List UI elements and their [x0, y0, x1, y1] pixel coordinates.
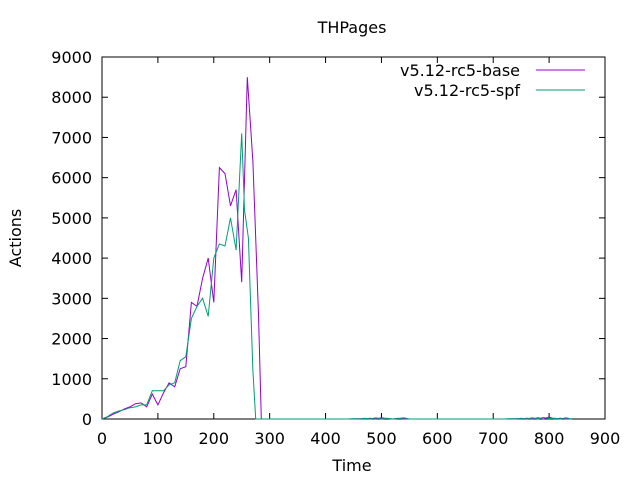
- x-tick-label: 0: [97, 429, 107, 448]
- y-tick-label: 0: [82, 410, 92, 429]
- x-tick-label: 900: [590, 429, 621, 448]
- x-tick-label: 700: [478, 429, 509, 448]
- legend-label: v5.12-rc5-spf: [414, 81, 520, 100]
- y-tick-label: 5000: [51, 209, 92, 228]
- y-axis-label: Actions: [6, 209, 25, 267]
- y-tick-label: 7000: [51, 128, 92, 147]
- y-tick-label: 6000: [51, 169, 92, 188]
- x-tick-label: 300: [254, 429, 285, 448]
- x-tick-label: 400: [310, 429, 341, 448]
- plot-frame: [101, 56, 606, 420]
- x-tick-label: 200: [199, 429, 230, 448]
- x-tick-label: 500: [366, 429, 397, 448]
- legend-label: v5.12-rc5-base: [400, 61, 520, 80]
- y-tick-label: 4000: [51, 249, 92, 268]
- y-tick-label: 9000: [51, 48, 92, 67]
- y-axis: 0 1000 2000 3000 4000 5000 6000 7000 8000 9000: [51, 48, 605, 429]
- y-tick-label: 2000: [51, 330, 92, 349]
- x-axis-label: Time: [331, 456, 371, 475]
- y-tick-label: 1000: [51, 370, 92, 389]
- x-tick-label: 100: [143, 429, 174, 448]
- x-axis: 0 100 200 300 400 500 600 700 800 900: [97, 57, 620, 448]
- chart-title: THPages: [317, 18, 387, 37]
- x-tick-label: 600: [422, 429, 453, 448]
- y-tick-label: 3000: [51, 289, 92, 308]
- plot-border: [101, 56, 606, 420]
- y-tick-label: 8000: [51, 88, 92, 107]
- x-tick-label: 800: [534, 429, 565, 448]
- series-line-1: [101, 77, 572, 420]
- series-layer: [101, 77, 572, 420]
- series-line-2: [101, 133, 572, 420]
